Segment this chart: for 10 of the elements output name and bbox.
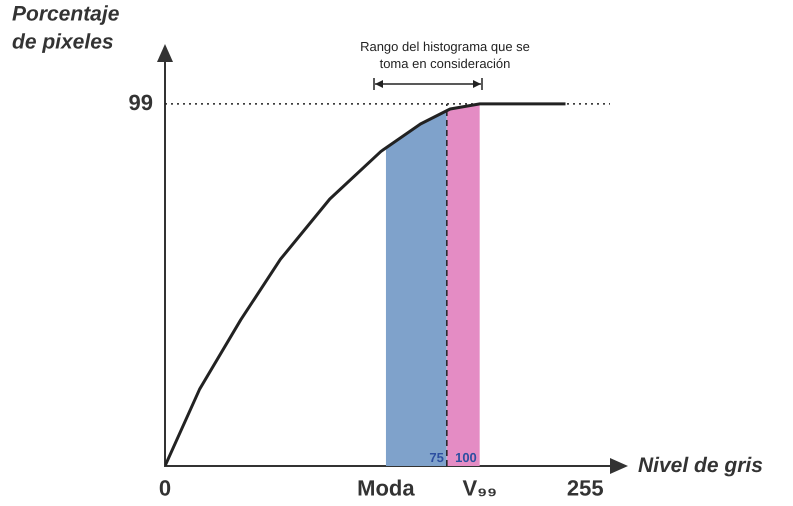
x-tick-label: 255 — [566, 475, 604, 500]
x-tick-label: V₉₉ — [462, 475, 498, 500]
x-axis-title: Nivel de gris — [638, 454, 763, 477]
annotation: 100 — [455, 450, 477, 466]
x-tick-label: 0 — [158, 475, 172, 500]
x-tick-label: Moda — [357, 475, 416, 500]
y-axis-title: Porcentaje de pixeles — [12, 2, 120, 54]
y-tick-label: 99 — [128, 90, 153, 115]
annotation: Rango del histograma que se toma en consideración — [359, 38, 531, 72]
annotation: 75 — [429, 450, 444, 466]
